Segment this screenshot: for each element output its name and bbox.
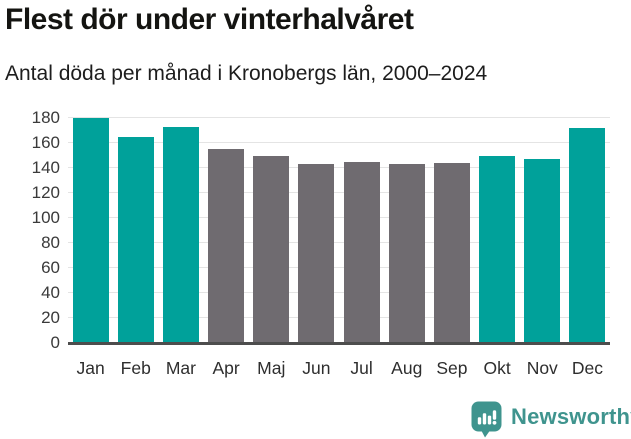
bar-feb [117,136,154,343]
plot-area: 0 20 40 60 80 100 120 140 160 180 Jan Feb Mar Apr Maj J… [32,108,610,378]
y-axis-label-100: 100 [31,208,60,227]
gridline-y180 [68,117,610,118]
bar-nov [524,159,561,343]
bar-mar [162,126,199,343]
gridline-y60 [68,267,610,268]
gridline-y40 [68,292,610,293]
y-axis-label-0: 0 [50,333,60,352]
bar-chart-speech-bubble-icon [471,401,502,438]
bar-dec [569,128,606,343]
brand-name: Newsworthy [511,404,631,429]
y-axis-label-20: 20 [41,308,60,327]
chart-title: Flest dör under vinterhalvåret [5,3,414,36]
y-axis-label-60: 60 [41,258,60,277]
bar-sep [433,163,470,343]
x-axis-label-sep: Sep [436,358,468,378]
x-axis-label-jan: Jan [76,358,105,378]
y-axis-label-40: 40 [41,283,60,302]
x-axis-label-maj: Maj [257,358,286,378]
y-axis-label-180: 180 [31,108,60,127]
y-axis-label-160: 160 [31,133,60,152]
x-axis-baseline [68,342,610,345]
x-axis-label-okt: Okt [483,358,511,378]
gridline-y100 [68,217,610,218]
x-axis-label-jun: Jun [302,358,331,378]
bar-aug [388,164,425,343]
gridline-y20 [68,317,610,318]
gridline-y120 [68,192,610,193]
chart-subtitle: Antal döda per månad i Kronobergs län, 2… [5,62,488,85]
x-axis-label-aug: Aug [391,358,423,378]
x-axis-label-mar: Mar [165,358,196,378]
x-axis-label-apr: Apr [212,358,240,378]
x-axis-label-nov: Nov [526,358,558,378]
x-axis-label-feb: Feb [120,358,151,378]
bar-maj [253,155,290,343]
bar-jul [343,161,380,343]
gridline-y160 [68,142,610,143]
y-axis-label-140: 140 [31,158,60,177]
gridline-y140 [68,167,610,168]
bar-apr [208,149,245,343]
bar-jun [298,164,335,343]
bar-okt [479,155,516,343]
newsworthy-logo: Newsworthy [471,401,631,438]
y-axis-label-120: 120 [31,183,60,202]
y-axis-label-80: 80 [41,233,60,252]
x-axis-label-jul: Jul [350,358,373,378]
gridline-y80 [68,242,610,243]
x-axis-label-dec: Dec [571,358,603,378]
bar-jan [72,118,109,343]
